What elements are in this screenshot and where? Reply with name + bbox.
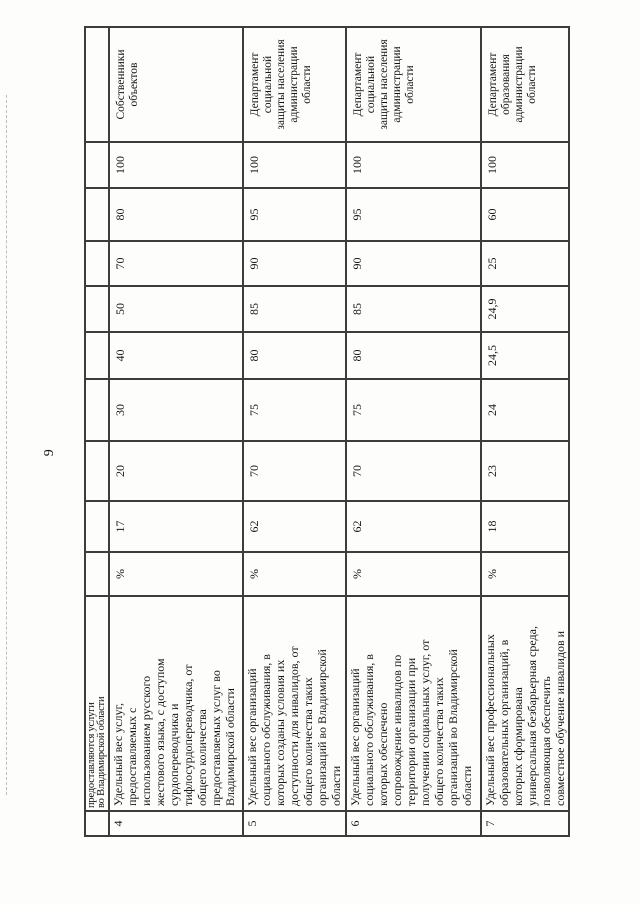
responsible-cell: Департамент образования администрации об… [481, 27, 569, 142]
unit-cell: % [109, 552, 243, 596]
row-number-cell: 5 [243, 811, 346, 836]
value-cell: 100 [481, 142, 569, 188]
value-cell: 95 [243, 188, 346, 241]
value-cell [85, 241, 109, 286]
value-cell [85, 188, 109, 241]
value-cell: 70 [109, 241, 243, 286]
value-cell: 100 [109, 142, 243, 188]
value-cell: 24,9 [481, 286, 569, 332]
value-cell: 50 [109, 286, 243, 332]
value-cell: 24,5 [481, 332, 569, 379]
value-cell: 25 [481, 241, 569, 286]
value-cell: 62 [243, 501, 346, 552]
value-cell: 85 [243, 286, 346, 332]
value-cell: 80 [109, 188, 243, 241]
row-number-cell: 4 [109, 811, 243, 836]
value-cell: 90 [243, 241, 346, 286]
row-number-cell: 6 [346, 811, 481, 836]
indicator-cell: Удельный вес организаций социального обс… [243, 596, 346, 811]
responsible-cell: Департамент социальной защиты населения … [346, 27, 481, 142]
unit-cell [85, 552, 109, 596]
value-cell: 30 [109, 379, 243, 441]
indicators-table: предоставляются услуги во Владимирской о… [84, 26, 570, 837]
indicator-cell: предоставляются услуги во Владимирской о… [85, 596, 109, 811]
value-cell: 75 [346, 379, 481, 441]
value-cell [85, 441, 109, 501]
row-number-cell: 7 [481, 811, 569, 836]
value-cell: 62 [346, 501, 481, 552]
unit-cell: % [481, 552, 569, 596]
value-cell: 60 [481, 188, 569, 241]
table-row: 6 Удельный вес организаций социального о… [346, 27, 481, 836]
value-cell: 70 [243, 441, 346, 501]
indicator-cell: Удельный вес профессиональных образовате… [481, 596, 569, 811]
table-row: 7 Удельный вес профессиональных образова… [481, 27, 569, 836]
responsible-cell [85, 27, 109, 142]
value-cell: 24 [481, 379, 569, 441]
value-cell [85, 332, 109, 379]
value-cell: 18 [481, 501, 569, 552]
value-cell: 40 [109, 332, 243, 379]
table-row: 5 Удельный вес организаций социального о… [243, 27, 346, 836]
value-cell: 90 [346, 241, 481, 286]
value-cell: 75 [243, 379, 346, 441]
value-cell: 80 [243, 332, 346, 379]
value-cell: 95 [346, 188, 481, 241]
page-number: 9 [42, 448, 57, 457]
value-cell: 100 [243, 142, 346, 188]
value-cell: 17 [109, 501, 243, 552]
unit-cell: % [346, 552, 481, 596]
table-row-continuation: предоставляются услуги во Владимирской о… [85, 27, 109, 836]
indicator-cell: Удельный вес услуг, предоставляемых с ис… [109, 596, 243, 811]
value-cell: 100 [346, 142, 481, 188]
scan-edge-artifact [6, 95, 7, 795]
value-cell: 20 [109, 441, 243, 501]
responsible-cell: Собственники объектов [109, 27, 243, 142]
value-cell: 70 [346, 441, 481, 501]
table-row: 4 Удельный вес услуг, предоставляемых с … [109, 27, 243, 836]
value-cell: 23 [481, 441, 569, 501]
value-cell [85, 142, 109, 188]
value-cell [85, 286, 109, 332]
value-cell [85, 379, 109, 441]
unit-cell: % [243, 552, 346, 596]
indicator-cell: Удельный вес организаций социального обс… [346, 596, 481, 811]
row-number-cell [85, 811, 109, 836]
responsible-cell: Департамент социальной защиты населения … [243, 27, 346, 142]
value-cell [85, 501, 109, 552]
value-cell: 85 [346, 286, 481, 332]
value-cell: 80 [346, 332, 481, 379]
